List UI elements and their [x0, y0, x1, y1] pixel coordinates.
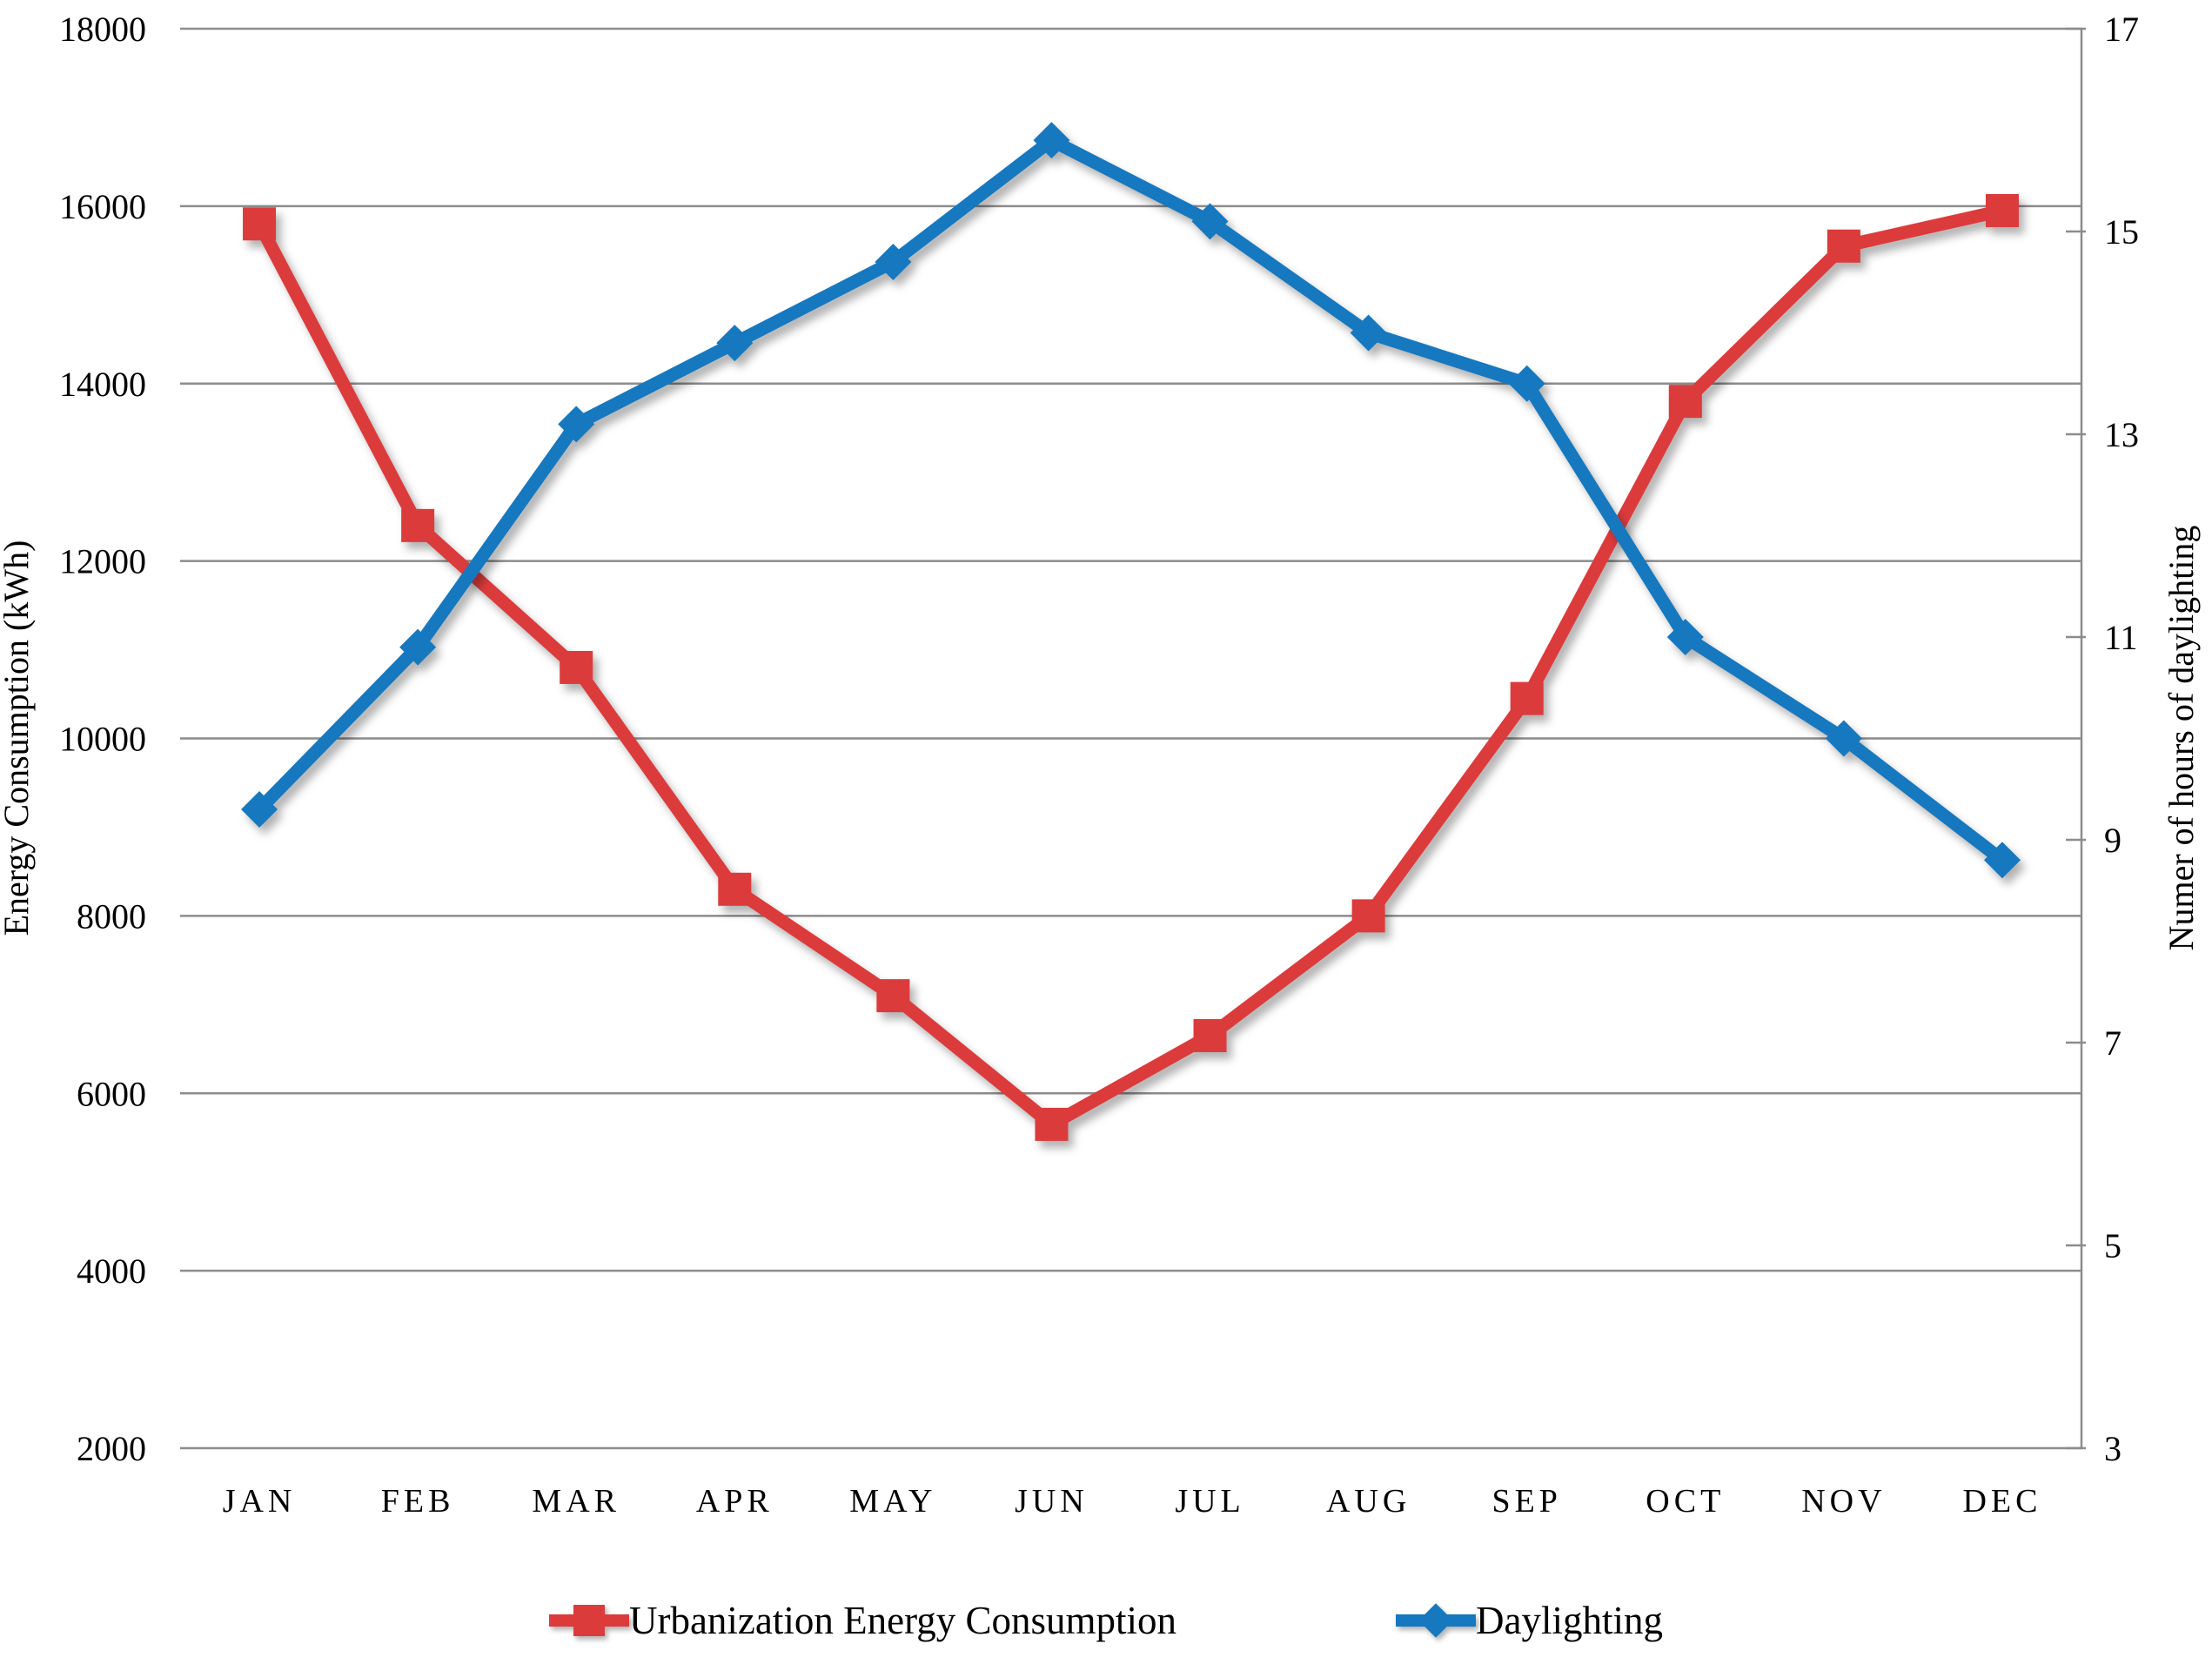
legend-item-daylighting: Daylighting	[1396, 1598, 1663, 1643]
series-daylighting	[241, 122, 2021, 879]
square-data-point-marker	[1035, 1107, 1069, 1141]
right-axis-line	[2066, 27, 2086, 1450]
right-axis-tick-label: 5	[2104, 1226, 2122, 1265]
diamond-data-point-marker	[1033, 122, 1070, 159]
left-axis-tick-label: 4000	[77, 1251, 146, 1291]
gridlines	[180, 27, 2081, 1450]
square-data-point-marker	[1351, 899, 1385, 933]
square-data-point-marker	[1668, 385, 1702, 419]
left-axis-tick-label: 16000	[59, 187, 146, 226]
diamond-data-point-marker	[399, 628, 437, 666]
x-axis-month-labels: JAN FEB MAR APR MAY JUN JUL AUG SEP OCT NOV DEC	[223, 1483, 2041, 1520]
diamond-data-point-marker	[1350, 314, 1387, 352]
left-axis-tick-label: 12000	[59, 542, 146, 581]
diamond-data-point-marker	[558, 406, 595, 443]
right-axis-tick-label: 7	[2104, 1023, 2122, 1063]
x-axis-month-label: DEC	[1962, 1483, 2041, 1520]
left-axis-title: Energy Consumption (kWh)	[0, 540, 36, 936]
legend-item-energy: Urbanization Energy Consumption	[548, 1598, 1177, 1643]
right-axis-tick-label: 13	[2104, 415, 2139, 454]
right-axis-tick-label: 15	[2104, 212, 2139, 252]
x-axis-month-label: FEB	[381, 1483, 455, 1520]
diamond-data-point-marker	[716, 325, 754, 362]
square-data-point-marker	[876, 979, 910, 1013]
x-axis-month-label: OCT	[1646, 1483, 1725, 1520]
x-axis-month-label: AUG	[1326, 1483, 1411, 1520]
left-axis-tick-label: 18000	[59, 10, 146, 49]
right-axis-tick-label: 17	[2104, 10, 2139, 49]
square-data-point-marker	[1193, 1018, 1227, 1052]
x-axis-month-label: SEP	[1491, 1483, 1561, 1520]
x-axis-month-label: APR	[696, 1483, 774, 1520]
diamond-data-point-marker	[241, 791, 278, 829]
left-axis-tick-label: 10000	[59, 720, 146, 759]
red-square-marker-icon	[548, 1601, 629, 1640]
x-axis-month-label: JAN	[223, 1483, 297, 1520]
square-data-point-marker	[401, 508, 435, 542]
square-data-point-marker	[243, 207, 277, 241]
diamond-data-point-marker	[1983, 842, 2021, 879]
diamond-data-point-marker	[875, 243, 912, 280]
legend-label-daylighting: Daylighting	[1476, 1599, 1664, 1642]
square-data-point-marker	[560, 650, 593, 684]
diamond-data-point-marker	[1508, 365, 1545, 402]
square-data-point-marker	[1985, 193, 2019, 227]
right-axis-tick-labels: 17 15 13 11 9 7 5 3	[2104, 10, 2139, 1468]
right-axis-tick-label: 11	[2104, 618, 2138, 657]
diamond-data-point-marker	[1825, 720, 1862, 757]
left-axis-tick-label: 2000	[77, 1429, 146, 1468]
x-axis-month-label: JUL	[1175, 1483, 1244, 1520]
x-axis-month-label: MAY	[849, 1483, 936, 1520]
left-axis-tick-label: 14000	[59, 365, 146, 404]
blue-diamond-marker-icon	[1396, 1601, 1477, 1640]
square-data-point-marker	[718, 872, 752, 906]
series-energy-consumption	[243, 193, 2019, 1141]
x-axis-month-label: MAR	[532, 1483, 620, 1520]
legend: Urbanization Energy Consumption Daylight…	[0, 1598, 2212, 1643]
x-axis-month-label: NOV	[1801, 1483, 1886, 1520]
right-axis-tick-label: 9	[2104, 821, 2122, 860]
left-axis-tick-labels: 18000 16000 14000 12000 10000 8000 6000 4000 200…	[59, 10, 146, 1468]
square-data-point-marker	[1827, 229, 1860, 263]
legend-label-energy: Urbanization Energy Consumption	[628, 1599, 1177, 1642]
left-axis-tick-label: 6000	[77, 1074, 146, 1113]
diamond-data-point-marker	[1666, 619, 1704, 655]
diamond-data-point-marker	[1191, 203, 1229, 240]
square-data-point-marker	[1510, 681, 1544, 715]
right-axis-tick-label: 3	[2104, 1429, 2122, 1468]
right-axis-title: Numer of hours of daylighting	[2162, 526, 2201, 951]
x-axis-month-label: JUN	[1015, 1483, 1089, 1520]
left-axis-tick-label: 8000	[77, 896, 146, 936]
